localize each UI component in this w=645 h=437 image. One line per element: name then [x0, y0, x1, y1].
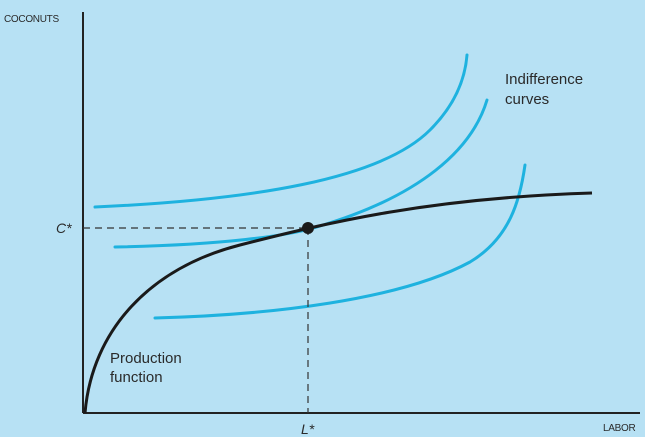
- c-star-label: C*: [56, 220, 72, 236]
- l-star-label: L*: [301, 421, 315, 437]
- indifference-curve: [93, 53, 469, 209]
- indifference-label: Indifference: [505, 71, 583, 88]
- x-axis-label: LABOR: [603, 423, 635, 434]
- optimum-point: [302, 222, 314, 234]
- y-axis-label: COCONUTS: [4, 14, 59, 25]
- indifference-label: curves: [505, 91, 549, 108]
- production-function: [83, 191, 593, 414]
- indifference-curve: [153, 163, 527, 320]
- production-label: Production: [110, 350, 182, 367]
- production-label: function: [110, 369, 163, 386]
